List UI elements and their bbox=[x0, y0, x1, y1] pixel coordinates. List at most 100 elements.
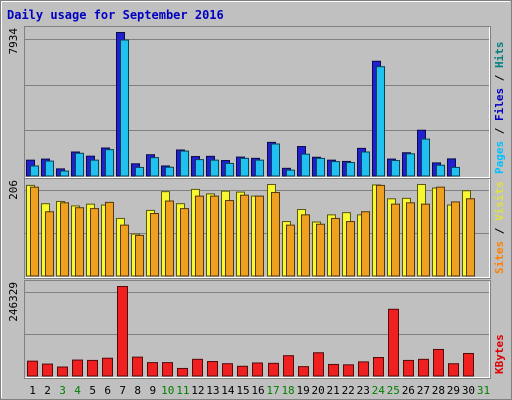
bar-kbytes bbox=[177, 367, 188, 377]
bar-files bbox=[271, 143, 280, 177]
legend-entry: Pages bbox=[493, 141, 506, 174]
day-label: 11 bbox=[176, 384, 189, 397]
bar-sites bbox=[406, 202, 415, 277]
bar-files bbox=[180, 150, 189, 177]
day-label: 24 bbox=[372, 384, 386, 397]
day-label: 1 bbox=[29, 384, 36, 397]
bar-sites bbox=[195, 195, 204, 277]
bar-kbytes bbox=[237, 365, 248, 377]
legend-entry: Sites bbox=[493, 241, 506, 274]
bar-kbytes bbox=[162, 362, 173, 377]
bar-kbytes bbox=[147, 362, 158, 377]
bar-kbytes bbox=[343, 364, 354, 377]
bar-files bbox=[60, 170, 69, 177]
bar-files bbox=[75, 152, 84, 177]
day-label: 29 bbox=[447, 384, 460, 397]
panel-max-label: 246329 bbox=[7, 282, 20, 322]
day-label: 23 bbox=[357, 384, 370, 397]
bar-sites bbox=[60, 202, 69, 277]
day-label: 16 bbox=[251, 384, 264, 397]
chart-title: Daily usage for September 2016 bbox=[7, 8, 224, 22]
bar-sites bbox=[105, 201, 114, 277]
bar-files bbox=[90, 159, 99, 177]
legend-entry: KBytes bbox=[493, 334, 506, 374]
day-label: 31 bbox=[477, 384, 490, 397]
legend-entry: Files bbox=[493, 88, 506, 121]
bar-sites bbox=[286, 224, 295, 277]
bar-sites bbox=[316, 223, 325, 277]
bar-kbytes bbox=[313, 352, 324, 377]
bar-kbytes bbox=[42, 363, 53, 377]
bar-kbytes bbox=[207, 361, 218, 377]
bar-kbytes bbox=[57, 366, 68, 377]
bar-files bbox=[135, 166, 144, 177]
bar-files bbox=[165, 166, 174, 177]
day-label: 28 bbox=[432, 384, 445, 397]
day-label: 3 bbox=[59, 384, 66, 397]
bar-kbytes bbox=[102, 357, 113, 377]
bar-files bbox=[361, 151, 370, 177]
bar-files bbox=[331, 161, 340, 177]
bar-sites bbox=[165, 200, 174, 277]
bar-sites bbox=[90, 208, 99, 277]
bar-sites bbox=[135, 234, 144, 277]
panel-legend: Sites / Visits bbox=[493, 181, 506, 274]
panel-legend: KBytes bbox=[493, 334, 506, 374]
legend-entry: / bbox=[493, 68, 506, 88]
bar-files bbox=[120, 39, 129, 177]
series-files bbox=[30, 39, 460, 177]
bar-files bbox=[316, 157, 325, 177]
panel-visits: 206 Sites / Visits bbox=[7, 178, 506, 279]
day-label: 2 bbox=[44, 384, 51, 397]
day-label: 9 bbox=[149, 384, 156, 397]
bar-files bbox=[301, 153, 310, 177]
day-label: 22 bbox=[342, 384, 355, 397]
day-label: 4 bbox=[74, 384, 81, 397]
bar-files bbox=[240, 157, 249, 177]
bar-files bbox=[346, 162, 355, 177]
bar-files bbox=[451, 166, 460, 177]
bar-sites bbox=[180, 208, 189, 277]
bar-sites bbox=[346, 221, 355, 277]
bar-files bbox=[195, 159, 204, 177]
bar-sites bbox=[225, 200, 234, 277]
day-label: 27 bbox=[417, 384, 430, 397]
bar-files bbox=[105, 149, 114, 177]
bar-files bbox=[255, 159, 264, 177]
bar-files bbox=[286, 169, 295, 177]
bar-files bbox=[210, 159, 219, 177]
bar-kbytes bbox=[433, 348, 444, 377]
day-label: 8 bbox=[134, 384, 141, 397]
day-label: 12 bbox=[191, 384, 204, 397]
bar-kbytes bbox=[328, 363, 339, 377]
bar-files bbox=[376, 66, 385, 177]
legend-entry: Visits bbox=[493, 181, 506, 221]
panel-max-label: 206 bbox=[7, 180, 20, 200]
panel-kbytes: 246329 KBytes bbox=[7, 280, 506, 379]
bar-kbytes bbox=[448, 363, 459, 377]
day-label: 26 bbox=[402, 384, 415, 397]
day-label: 7 bbox=[119, 384, 126, 397]
legend-entry: / bbox=[493, 221, 506, 241]
legend-entry: Hits bbox=[493, 42, 506, 69]
bar-sites bbox=[75, 207, 84, 277]
bar-kbytes bbox=[463, 352, 474, 377]
bar-files bbox=[45, 160, 54, 177]
series-kbytes bbox=[27, 286, 474, 377]
day-label: 13 bbox=[206, 384, 219, 397]
bar-sites bbox=[331, 217, 340, 277]
bar-kbytes bbox=[358, 361, 369, 377]
panel-legend: Pages / Files / Hits bbox=[493, 42, 506, 175]
bar-files bbox=[436, 164, 445, 177]
bar-kbytes bbox=[418, 358, 429, 377]
bar-sites bbox=[301, 214, 310, 277]
bar-sites bbox=[451, 201, 460, 277]
bar-sites bbox=[421, 203, 430, 277]
panel-max-label: 7934 bbox=[7, 28, 20, 55]
day-label: 20 bbox=[312, 384, 325, 397]
series-sites bbox=[30, 184, 475, 277]
bar-kbytes bbox=[298, 366, 309, 377]
bar-sites bbox=[466, 198, 475, 277]
bar-kbytes bbox=[132, 356, 143, 377]
